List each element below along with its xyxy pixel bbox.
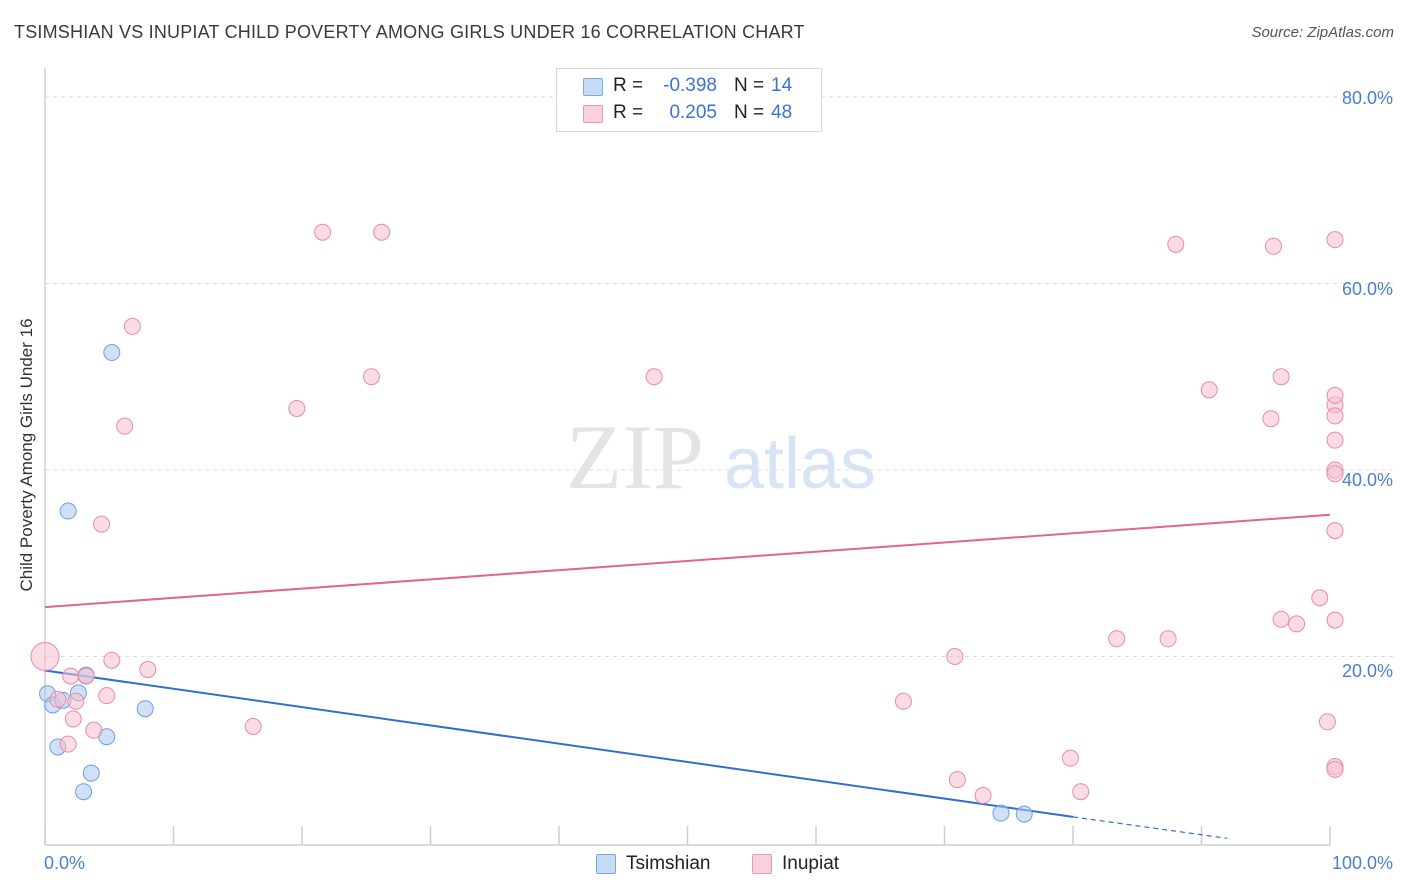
data-point-inupiat <box>1061 749 1079 767</box>
data-point-tsimshian <box>82 764 100 782</box>
data-point-inupiat <box>1326 465 1344 483</box>
data-point-inupiat <box>30 642 60 671</box>
stats-swatch-inupiat <box>583 105 603 123</box>
trend-line-tsimshian <box>44 669 1074 818</box>
data-point-inupiat <box>77 667 95 685</box>
data-point-inupiat <box>62 667 80 685</box>
data-point-tsimshian <box>136 700 154 718</box>
stats-row-tsimshian: R = -0.398 N = 14 <box>557 73 821 99</box>
data-point-inupiat <box>1326 231 1344 249</box>
legend-swatch-inupiat <box>752 854 772 874</box>
data-points <box>30 223 1344 823</box>
stats-r-value: 0.205 <box>669 102 717 123</box>
data-point-inupiat <box>98 687 116 705</box>
stats-n-label: N = <box>734 75 765 96</box>
data-point-inupiat <box>1326 386 1344 404</box>
trend-line-inupiat <box>44 513 1331 609</box>
watermark-zip: ZIP <box>566 406 704 508</box>
stats-r-label: R = <box>613 75 644 96</box>
data-point-inupiat <box>373 223 391 241</box>
data-point-inupiat <box>1288 615 1306 633</box>
stats-n-value: 48 <box>771 102 793 123</box>
data-point-inupiat <box>85 721 103 739</box>
y-tick-label-80: 80.0% <box>1342 88 1393 108</box>
data-point-inupiat <box>1167 235 1185 253</box>
data-point-inupiat <box>116 417 134 435</box>
data-point-tsimshian <box>59 502 77 520</box>
data-point-inupiat <box>93 515 111 533</box>
legend-label-inupiat: Inupiat <box>782 853 840 874</box>
stats-r-value: -0.398 <box>663 75 717 96</box>
axes <box>44 68 1331 846</box>
data-point-inupiat <box>1159 630 1177 648</box>
data-point-inupiat <box>103 651 121 669</box>
data-point-tsimshian <box>103 344 121 362</box>
data-point-inupiat <box>49 690 67 708</box>
data-point-tsimshian <box>992 804 1010 822</box>
data-point-inupiat <box>59 735 77 753</box>
data-point-inupiat <box>1326 611 1344 629</box>
data-point-inupiat <box>314 223 332 241</box>
data-point-inupiat <box>974 786 992 804</box>
data-point-inupiat <box>67 692 85 710</box>
data-point-inupiat <box>244 717 262 735</box>
data-point-inupiat <box>64 710 82 728</box>
stats-n-label: N = <box>734 102 765 123</box>
y-tick-label-40: 40.0% <box>1342 470 1393 490</box>
trend-line-extension-tsimshian <box>1072 816 1228 839</box>
chart-title: TSIMSHIAN VS INUPIAT CHILD POVERTY AMONG… <box>14 22 805 42</box>
stats-r-label: R = <box>613 102 644 123</box>
data-point-inupiat <box>139 661 157 679</box>
y-tick-label-20: 20.0% <box>1342 661 1393 681</box>
data-point-inupiat <box>1326 760 1344 778</box>
data-point-inupiat <box>1272 610 1290 628</box>
watermark-atlas: atlas <box>724 424 876 504</box>
data-point-inupiat <box>1200 381 1218 399</box>
data-point-inupiat <box>362 368 380 386</box>
data-point-tsimshian <box>1015 805 1033 823</box>
data-point-inupiat <box>1326 522 1344 540</box>
data-point-inupiat <box>948 771 966 789</box>
grid-lines <box>45 96 1393 657</box>
correlation-stats-box: R = -0.398 N = 14 R = 0.205 N = 48 <box>556 68 822 132</box>
x-tick-label-min: 0.0% <box>44 853 85 873</box>
data-point-inupiat <box>1264 237 1282 255</box>
stats-n-value: 14 <box>771 75 793 96</box>
data-point-inupiat <box>1326 431 1344 449</box>
data-point-inupiat <box>1108 630 1126 648</box>
data-point-inupiat <box>1272 368 1290 386</box>
data-point-inupiat <box>1326 407 1344 425</box>
data-point-inupiat <box>1072 783 1090 801</box>
trend-lines <box>44 513 1331 839</box>
source-credit: Source: ZipAtlas.com <box>1251 24 1394 41</box>
y-tick-label-60: 60.0% <box>1342 279 1393 299</box>
legend-label-tsimshian: Tsimshian <box>626 853 711 874</box>
tick-labels: 0.0% 100.0% 20.0% 40.0% 60.0% 80.0% <box>44 88 1393 873</box>
data-point-inupiat <box>1311 589 1329 607</box>
data-point-inupiat <box>645 368 663 386</box>
data-point-inupiat <box>1318 713 1336 731</box>
data-point-inupiat <box>946 648 964 665</box>
data-point-inupiat <box>123 317 141 335</box>
stats-row-inupiat: R = 0.205 N = 48 <box>557 100 821 126</box>
data-point-inupiat <box>1262 410 1280 428</box>
data-point-inupiat <box>894 692 912 710</box>
x-tick-label-max: 100.0% <box>1332 853 1393 873</box>
legend-swatch-tsimshian <box>596 854 616 874</box>
stats-swatch-tsimshian <box>583 78 603 96</box>
watermark: ZIP atlas <box>566 406 876 508</box>
data-point-tsimshian <box>75 783 93 801</box>
data-point-inupiat <box>288 399 306 417</box>
